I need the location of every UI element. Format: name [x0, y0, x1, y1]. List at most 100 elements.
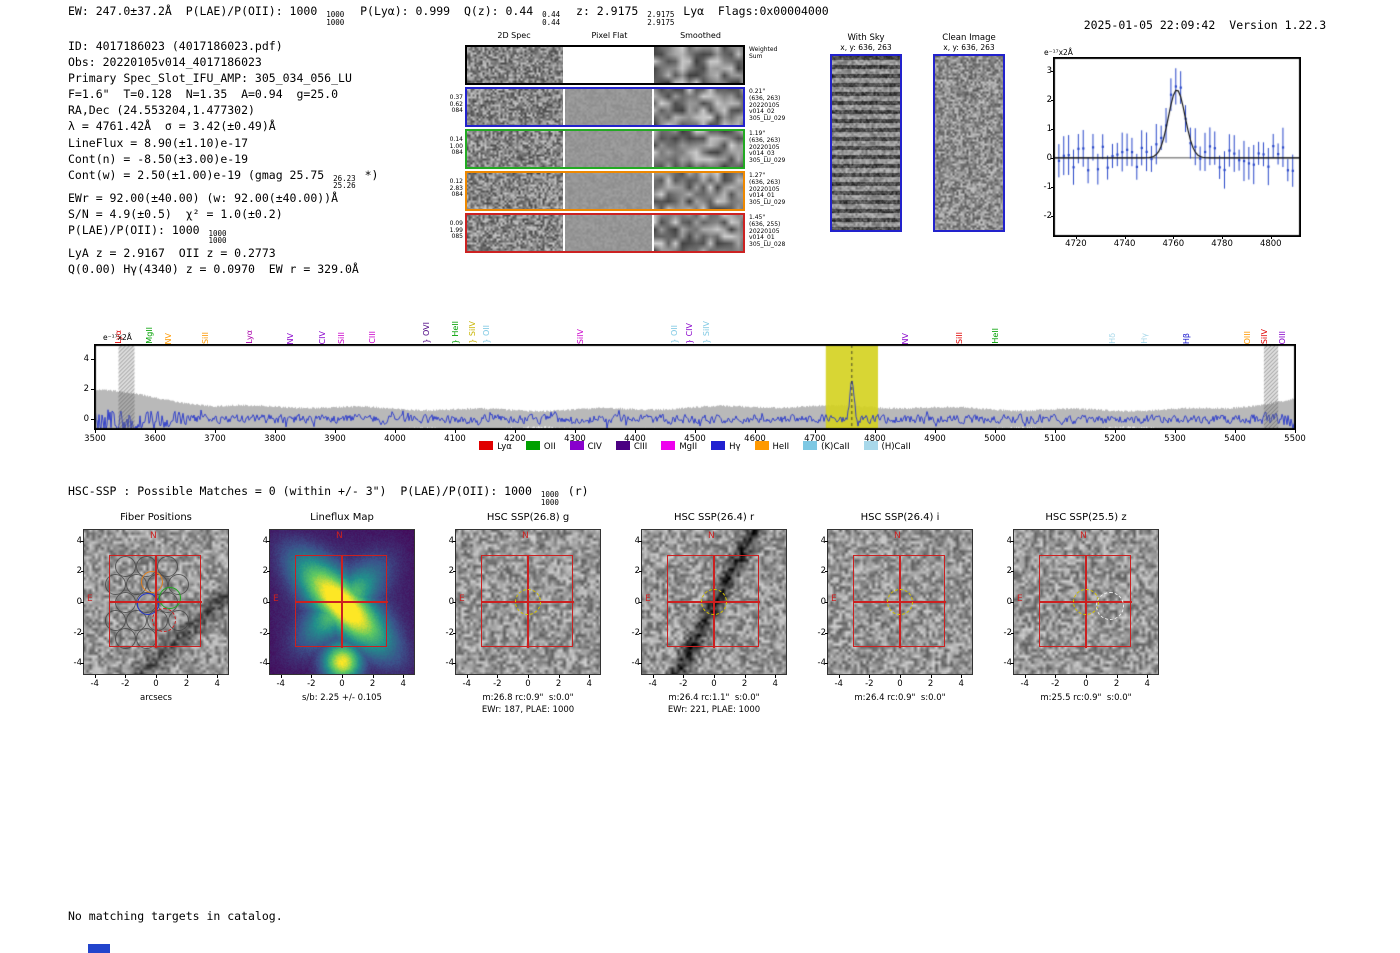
- inset-xtick-label: 4720: [1065, 239, 1087, 249]
- panel-ytick-label: 4: [1006, 535, 1012, 546]
- panel-ytick-label: -2: [445, 627, 454, 638]
- footer-line-1: No matching targets in catalog.: [68, 909, 283, 923]
- panel-xtickmark: [1116, 675, 1118, 678]
- info-line: Q(0.00) Hγ(4340) z = 0.0970 EW r = 329.0…: [68, 262, 359, 277]
- panel-xtick-label: 2: [183, 679, 190, 689]
- panel-ytickmark: [639, 632, 642, 634]
- panel-ytickmark: [453, 540, 456, 542]
- cutout-column-title: 2D Spec: [497, 31, 531, 40]
- inset-xtickmark: [1222, 236, 1224, 239]
- panel-ytick-label: 2: [76, 566, 82, 577]
- legend-item: (H)CaII: [863, 441, 911, 452]
- inset-ytickmark: [1051, 186, 1054, 188]
- inset-ytick-label: 0: [1046, 152, 1052, 163]
- emission-line-label: OIII: [1277, 330, 1287, 344]
- legend-label: (H)CaII: [881, 442, 911, 452]
- emission-line-label: } HeII: [451, 320, 460, 344]
- panel-xtickmark: [869, 675, 871, 678]
- clean-image-title: Clean Image: [942, 33, 996, 43]
- spectrum-ylabel: e⁻¹⁷x2Å: [103, 333, 132, 342]
- clean-image-frame: [933, 54, 1005, 232]
- cutout-panel-2: Lineflux Map N E -4 -4 -2 -2 0 0 2 2 4 4 s/b: 2.25 +/…: [256, 508, 428, 720]
- panel-xtick-label: -4: [834, 679, 843, 689]
- panel-xtickmark: [652, 675, 654, 678]
- pixel-flat-strip-image: [565, 173, 652, 209]
- emission-line-label: NV: [286, 332, 295, 344]
- spectrum-xtick-label: 3600: [144, 434, 166, 444]
- panel-xtickmark: [497, 675, 499, 678]
- spectrum-xtickmark: [95, 429, 96, 433]
- panel-ytick-label: -4: [259, 658, 268, 669]
- info-line: Primary Spec_Slot_IFU_AMP: 305_034_056_L…: [68, 71, 352, 86]
- panel-xtick-label: 0: [1083, 679, 1089, 689]
- panel-xtickmark: [342, 675, 343, 678]
- panel-ytick-label: 4: [448, 535, 454, 546]
- fiber-circle-highlight: [159, 587, 181, 609]
- panel-ytickmark: [639, 663, 642, 665]
- emission-line-labels: Lyα MgII NV SiII Lyα NV CIV SiII CIII} OVI} HeII…: [95, 262, 1300, 344]
- panel-title: HSC SSP(26.8) g: [486, 512, 570, 523]
- spectrum-canvas: [94, 344, 1296, 430]
- panel-xtick-label: 4: [958, 679, 964, 689]
- panel-xtickmark: [125, 675, 127, 678]
- neighbor-aperture-circle: [1096, 592, 1124, 620]
- spectrum-ytickmark: [91, 419, 95, 421]
- legend-swatch: [754, 441, 769, 450]
- panel-ytickmark: [453, 571, 456, 573]
- legend-item: Hγ: [711, 441, 741, 452]
- panel-ytickmark: [81, 632, 84, 634]
- detection-info-block: ID: 4017186023 (4017186023.pdf) Obs: 2022…: [68, 38, 378, 277]
- info-line: ID: 4017186023 (4017186023.pdf): [68, 39, 283, 53]
- legend-swatch: [863, 441, 878, 450]
- panel-xtickmark: [838, 675, 840, 678]
- spectrum-ytickmark: [91, 388, 95, 390]
- panel-ytick-label: 2: [1006, 566, 1012, 577]
- legend-label: Lyα: [497, 442, 512, 452]
- header-meta: 2025-01-05 22:09:42 Version 1.22.3: [1056, 4, 1327, 46]
- spectrum-xtickmark: [515, 429, 516, 433]
- panel-xtick-label: 4: [400, 679, 406, 689]
- aperture-circle: [1073, 589, 1099, 615]
- stacked-fraction: 0.44 0.44: [542, 10, 561, 27]
- fiber-circle: [125, 609, 147, 631]
- aperture-circle: [701, 589, 727, 615]
- fiber-circle: [104, 609, 126, 631]
- legend-item: Lyα: [479, 441, 512, 452]
- inset-xtick-label: 4760: [1162, 239, 1185, 249]
- panel-ytick-label: 2: [262, 566, 268, 577]
- panel-ytickmark: [453, 632, 456, 634]
- emission-line-label: SiIV: [1259, 328, 1269, 344]
- legend-item: OII: [525, 441, 556, 452]
- panel-xtickmark: [900, 675, 901, 678]
- aperture-circle: [887, 589, 913, 615]
- header-summary: EW: 247.0±37.2Å P(LAE)/P(OII): 1000 1000…: [68, 4, 829, 27]
- fiber-circle: [114, 627, 136, 649]
- spectrum-ytick-label: 0: [83, 414, 89, 425]
- inset-ytick-label: 3: [1046, 66, 1052, 77]
- panel-xtick-label: 0: [897, 679, 903, 689]
- compass-north: N: [894, 531, 901, 541]
- emission-line-label: CIII: [368, 331, 378, 344]
- spectrum-xtick-label: 4300: [564, 434, 586, 444]
- cutout-row-left-labels: 0.37 0.62 084: [449, 94, 463, 114]
- spec2d-strip-image: [467, 215, 563, 251]
- panel-ytickmark: [1011, 632, 1014, 634]
- spectrum-xtick-label: 4000: [384, 434, 406, 444]
- panel-title: HSC SSP(26.4) r: [673, 512, 755, 523]
- cutout-row-left-labels: 0.12 2.83 084: [449, 178, 463, 198]
- panel-ytick-label: 4: [262, 535, 268, 546]
- cutout-row-right-labels: 0.21" (636, 263) 20220105 v014_02 305_LU_029: [749, 88, 786, 123]
- extraction-box: [295, 555, 387, 647]
- inset-ylabel: e⁻¹⁷x2Å: [1044, 48, 1073, 57]
- panel-ytick-label: 0: [634, 597, 640, 607]
- spectrum-xtickmark: [275, 429, 276, 433]
- legend-item: (K)CaII: [803, 441, 850, 452]
- spectrum-xtickmark: [455, 429, 456, 433]
- panel-ytick-label: -4: [445, 658, 454, 669]
- extraction-box: [853, 555, 945, 647]
- spectrum-xtick-label: 5000: [984, 434, 1006, 444]
- panel-xtickmark: [683, 675, 685, 678]
- cutout-column-title: Pixel Flat: [591, 31, 628, 40]
- panel-caption: m:26.4 rc:1.1" s:0.0": [668, 693, 760, 703]
- panel-ytickmark: [639, 540, 642, 542]
